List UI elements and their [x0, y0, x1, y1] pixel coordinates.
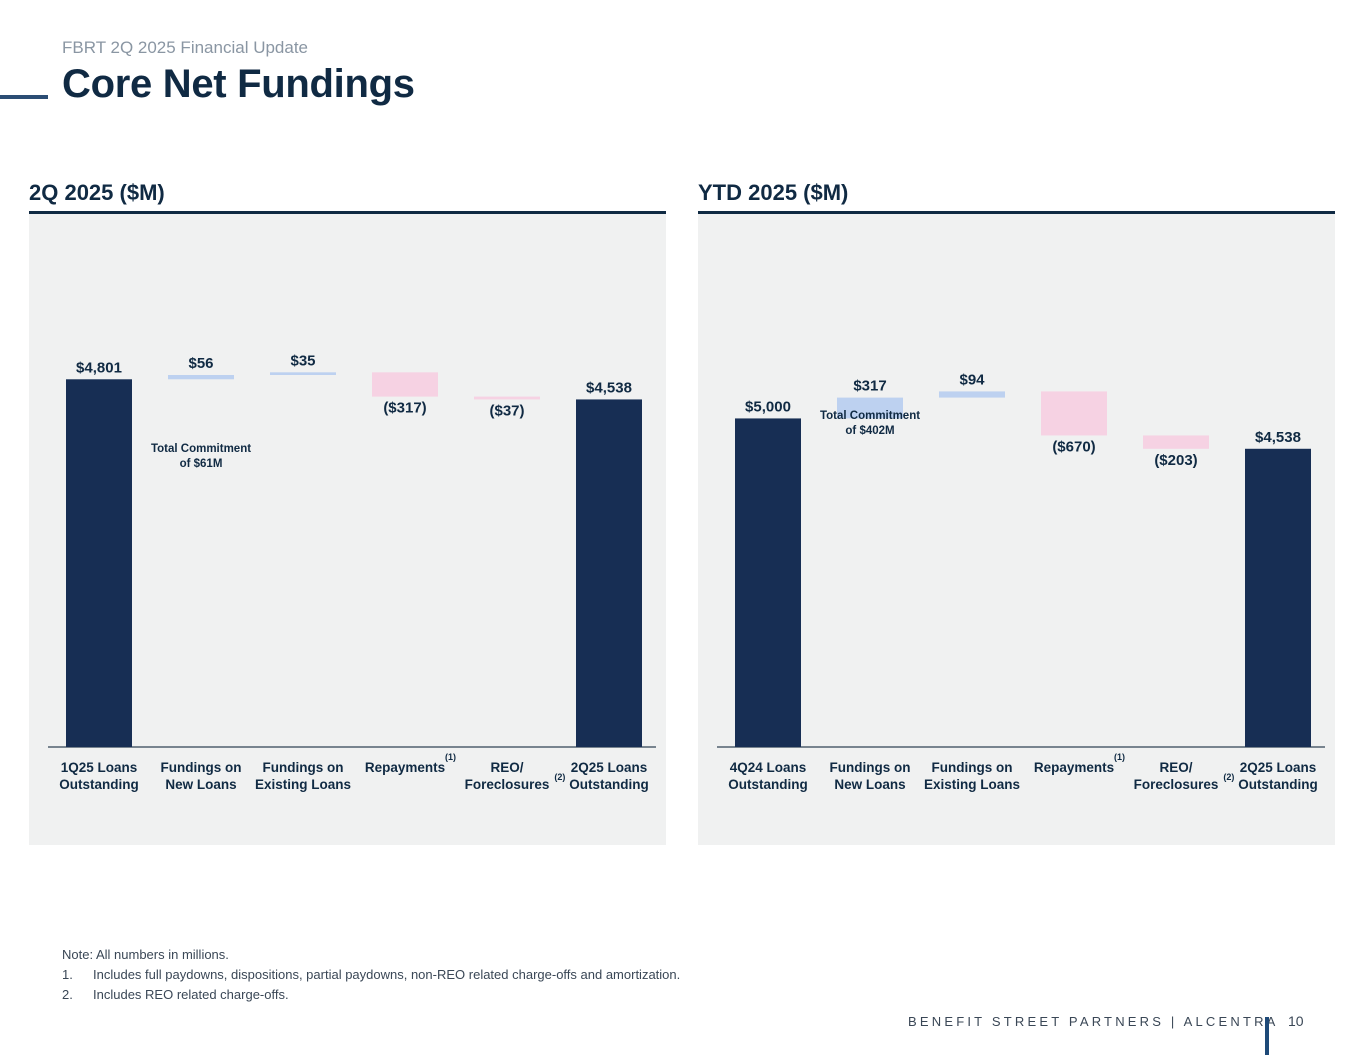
waterfall-bar-total: [1245, 448, 1311, 747]
footnote-number: 2.: [62, 987, 73, 1002]
bar-value-label: $4,538: [586, 379, 632, 396]
x-tick-label: Foreclosures: [465, 777, 550, 792]
waterfall-bar-total: [735, 418, 801, 747]
title-accent-rule: [0, 95, 48, 99]
deck-subtitle: FBRT 2Q 2025 Financial Update: [62, 38, 309, 57]
footnote-text: Includes full paydowns, dispositions, pa…: [93, 967, 681, 982]
bar-value-label: $5,000: [745, 398, 791, 415]
footnote-number: 1.: [62, 967, 73, 982]
x-tick-label: REO/: [490, 760, 523, 775]
x-tick-label: Outstanding: [59, 777, 139, 792]
footnote-text: Includes REO related charge-offs.: [93, 987, 289, 1002]
footnote-1: 1. Includes full paydowns, dispositions,…: [62, 965, 680, 985]
x-tick-label: Fundings on: [932, 760, 1013, 775]
waterfall-bar-increase: [168, 374, 234, 380]
bar-value-label: $94: [959, 371, 985, 388]
x-tick-label: Repayments: [1034, 760, 1114, 775]
x-tick-label: Existing Loans: [255, 777, 351, 792]
commitment-annotation: Total Commitment: [820, 410, 920, 422]
footnote-marker: (2): [1223, 772, 1234, 782]
chart-title-quarter: 2Q 2025 ($M): [29, 180, 165, 205]
x-tick-label: Existing Loans: [924, 777, 1020, 792]
commitment-annotation: Total Commitment: [151, 443, 251, 455]
footer-accent-bar: [1265, 1017, 1269, 1055]
bar-value-label: $317: [853, 378, 886, 395]
footnote-2: 2. Includes REO related charge-offs.: [62, 985, 680, 1005]
x-tick-label: Fundings on: [161, 760, 242, 775]
x-tick-label: Fundings on: [830, 760, 911, 775]
bar-value-label: ($203): [1154, 452, 1197, 469]
bar-value-label: ($37): [489, 402, 524, 419]
x-tick-label: Outstanding: [1238, 777, 1318, 792]
bar-value-label: $4,538: [1255, 429, 1301, 446]
x-tick-label: New Loans: [165, 777, 236, 792]
x-tick-label: New Loans: [834, 777, 905, 792]
x-tick-label: 2Q25 Loans: [1240, 760, 1317, 775]
waterfall-bar-decrease: [1143, 435, 1209, 449]
commitment-annotation: of $402M: [845, 425, 894, 437]
bar-value-label: $56: [188, 355, 213, 372]
waterfall-bar-decrease: [372, 372, 438, 397]
bar-value-label: ($317): [383, 400, 426, 417]
chart-title-rule-ytd: [698, 211, 1335, 214]
x-tick-label: 4Q24 Loans: [730, 760, 807, 775]
footer-brand: BENEFIT STREET PARTNERS | ALCENTRA: [908, 1014, 1279, 1029]
commitment-annotation: of $61M: [180, 458, 223, 470]
footnote-marker: (1): [445, 752, 456, 762]
x-tick-label: 1Q25 Loans: [61, 760, 138, 775]
waterfall-chart-ytd: $5,000 4Q24 Loans Outstanding $317 Fundings …: [717, 371, 1325, 792]
footnote-lead: Note: All numbers in millions.: [62, 947, 229, 962]
x-tick-label: Outstanding: [728, 777, 808, 792]
page-number: 10: [1288, 1013, 1304, 1029]
footnote-marker: (2): [554, 772, 565, 782]
footnotes: Note: All numbers in millions. 1. Includ…: [62, 945, 680, 1005]
bar-value-label: $35: [290, 352, 315, 369]
page-title: Core Net Fundings: [62, 62, 415, 106]
waterfall-bar-increase: [939, 391, 1005, 398]
waterfall-bar-decrease: [1041, 391, 1107, 436]
waterfall-bar-increase: [837, 397, 903, 419]
waterfall-bar-total: [576, 399, 642, 747]
x-tick-label: Repayments: [365, 760, 445, 775]
bar-value-label: ($670): [1052, 438, 1095, 455]
waterfall-bar-decrease: [474, 396, 540, 400]
footnote-marker: (1): [1114, 752, 1125, 762]
x-tick-label: 2Q25 Loans: [571, 760, 648, 775]
x-tick-label: Fundings on: [263, 760, 344, 775]
chart-title-rule-quarter: [29, 211, 666, 214]
x-tick-label: REO/: [1159, 760, 1192, 775]
bar-value-label: $4,801: [76, 359, 122, 376]
waterfall-chart-quarter: $4,801 1Q25 Loans Outstanding $56 Fundings o…: [48, 352, 656, 792]
chart-panel-quarter: [29, 214, 666, 845]
waterfall-bar-total: [66, 379, 132, 747]
chart-title-ytd: YTD 2025 ($M): [698, 180, 849, 205]
chart-panel-ytd: [698, 214, 1335, 845]
waterfall-bar-increase: [270, 372, 336, 375]
x-tick-label: Outstanding: [569, 777, 649, 792]
x-tick-label: Foreclosures: [1134, 777, 1219, 792]
